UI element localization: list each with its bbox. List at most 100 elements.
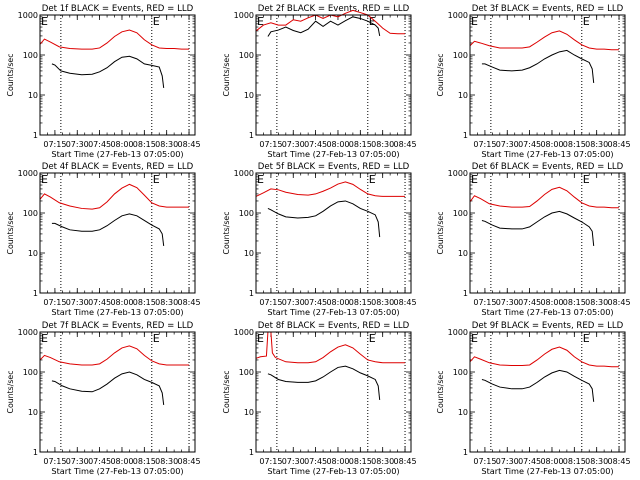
x-tick-label: 08:30 xyxy=(371,140,394,149)
e-marker-label: E xyxy=(471,332,478,345)
y-tick-label: 10 xyxy=(244,249,254,258)
y-tick-label: 1 xyxy=(33,448,38,457)
x-tick-label: 08:00 xyxy=(540,457,563,466)
y-axis-label: Counts/sec xyxy=(222,212,231,255)
y-axis-label: Counts/sec xyxy=(222,371,231,414)
x-tick-label: 07:15 xyxy=(473,140,496,149)
x-tick-label: 07:15 xyxy=(259,457,282,466)
panel-title: Det 8f BLACK = Events, RED = LLD xyxy=(258,321,410,331)
y-tick-label: 10 xyxy=(28,91,38,100)
y-axis-label: Counts/sec xyxy=(436,54,445,97)
y-tick-label: 1 xyxy=(463,131,468,140)
y-tick-label: 100 xyxy=(453,51,468,60)
y-tick-label: 1000 xyxy=(18,328,38,337)
x-tick-label: 08:00 xyxy=(326,140,349,149)
y-tick-label: 1 xyxy=(463,289,468,298)
x-tick-label: 08:45 xyxy=(178,457,201,466)
e-marker-label: E xyxy=(257,173,264,186)
y-tick-label: 10 xyxy=(28,408,38,417)
y-tick-label: 100 xyxy=(239,51,254,60)
x-tick-label: 08:15 xyxy=(133,298,156,307)
y-tick-label: 1000 xyxy=(234,11,254,20)
series-events-line xyxy=(51,55,165,89)
y-tick-label: 100 xyxy=(453,368,468,377)
x-tick-label: 07:45 xyxy=(88,457,111,466)
x-tick-label: 08:00 xyxy=(110,457,133,466)
x-tick-label: 07:30 xyxy=(282,140,305,149)
y-axis-label: Counts/sec xyxy=(6,54,15,97)
y-tick-label: 1 xyxy=(249,448,254,457)
x-tick-label: 08:00 xyxy=(540,140,563,149)
y-tick-label: 10 xyxy=(458,249,468,258)
y-tick-label: 100 xyxy=(239,209,254,218)
x-tick-label: 08:00 xyxy=(326,457,349,466)
series-events-line xyxy=(267,16,381,37)
x-tick-label: 07:30 xyxy=(496,140,519,149)
y-tick-label: 100 xyxy=(23,209,38,218)
series-lld-line xyxy=(469,30,620,51)
x-tick-label: 07:45 xyxy=(88,140,111,149)
e-marker-label: E xyxy=(257,15,264,28)
series-events-line xyxy=(267,365,381,401)
x-tick-label: 08:15 xyxy=(133,457,156,466)
y-axis-label: Counts/sec xyxy=(6,212,15,255)
y-tick-label: 10 xyxy=(244,408,254,417)
series-lld-line xyxy=(469,186,620,209)
x-tick-label: 08:30 xyxy=(155,457,178,466)
y-tick-label: 1000 xyxy=(234,328,254,337)
x-axis-label: Start Time (27-Feb-13 07:05:00) xyxy=(481,466,613,476)
y-tick-label: 1000 xyxy=(448,328,468,337)
x-tick-label: 07:15 xyxy=(259,140,282,149)
panel-det-2: Det 2f BLACK = Events, RED = LLD 1 10 100 10… xyxy=(222,4,417,159)
y-tick-label: 1000 xyxy=(448,169,468,178)
x-tick-label: 08:00 xyxy=(326,298,349,307)
x-tick-label: 08:45 xyxy=(608,457,631,466)
x-tick-label: 08:45 xyxy=(608,140,631,149)
y-tick-label: 1 xyxy=(249,289,254,298)
e-marker-label: E xyxy=(41,173,48,186)
e-marker-label: E xyxy=(153,332,160,345)
x-tick-label: 07:45 xyxy=(304,140,327,149)
x-tick-label: 08:15 xyxy=(563,457,586,466)
x-tick-label: 07:15 xyxy=(259,298,282,307)
y-tick-label: 1000 xyxy=(18,169,38,178)
series-events-line xyxy=(51,213,165,247)
panel-det-8: Det 8f BLACK = Events, RED = LLD 1 10 100 10… xyxy=(222,321,417,476)
x-tick-label: 07:45 xyxy=(518,140,541,149)
x-tick-label: 07:30 xyxy=(282,298,305,307)
x-tick-label: 08:15 xyxy=(349,140,372,149)
e-marker-label: E xyxy=(369,15,376,28)
plot-frame xyxy=(469,331,626,453)
x-axis-label: Start Time (27-Feb-13 07:05:00) xyxy=(51,149,183,159)
x-tick-label: 08:15 xyxy=(349,457,372,466)
x-tick-label: 07:15 xyxy=(43,457,66,466)
y-tick-label: 100 xyxy=(453,209,468,218)
series-events-line xyxy=(481,49,595,84)
series-lld-line xyxy=(39,183,190,210)
y-tick-label: 10 xyxy=(28,249,38,258)
plot-frame xyxy=(469,14,626,136)
y-tick-label: 1 xyxy=(249,131,254,140)
panel-title: Det 2f BLACK = Events, RED = LLD xyxy=(258,4,410,14)
e-marker-label: E xyxy=(583,332,590,345)
x-tick-label: 07:30 xyxy=(282,457,305,466)
panel-det-1: Det 1f BLACK = Events, RED = LLD 1 10 100 10… xyxy=(6,4,201,159)
x-tick-label: 08:15 xyxy=(563,298,586,307)
y-tick-label: 1000 xyxy=(18,11,38,20)
x-tick-label: 08:45 xyxy=(394,457,417,466)
y-tick-label: 10 xyxy=(244,91,254,100)
x-axis-label: Start Time (27-Feb-13 07:05:00) xyxy=(267,307,399,317)
x-tick-label: 07:30 xyxy=(496,457,519,466)
y-tick-label: 1 xyxy=(463,448,468,457)
x-tick-label: 07:45 xyxy=(518,298,541,307)
panel-title: Det 9f BLACK = Events, RED = LLD xyxy=(472,321,624,331)
series-lld-line xyxy=(39,29,190,50)
x-tick-label: 07:30 xyxy=(66,457,89,466)
panel-title: Det 1f BLACK = Events, RED = LLD xyxy=(42,4,194,14)
panel-det-7: Det 7f BLACK = Events, RED = LLD 1 10 100 10… xyxy=(6,321,201,476)
y-axis-label: Counts/sec xyxy=(436,371,445,414)
e-marker-label: E xyxy=(41,15,48,28)
x-tick-label: 08:30 xyxy=(155,298,178,307)
y-axis-label: Counts/sec xyxy=(6,371,15,414)
